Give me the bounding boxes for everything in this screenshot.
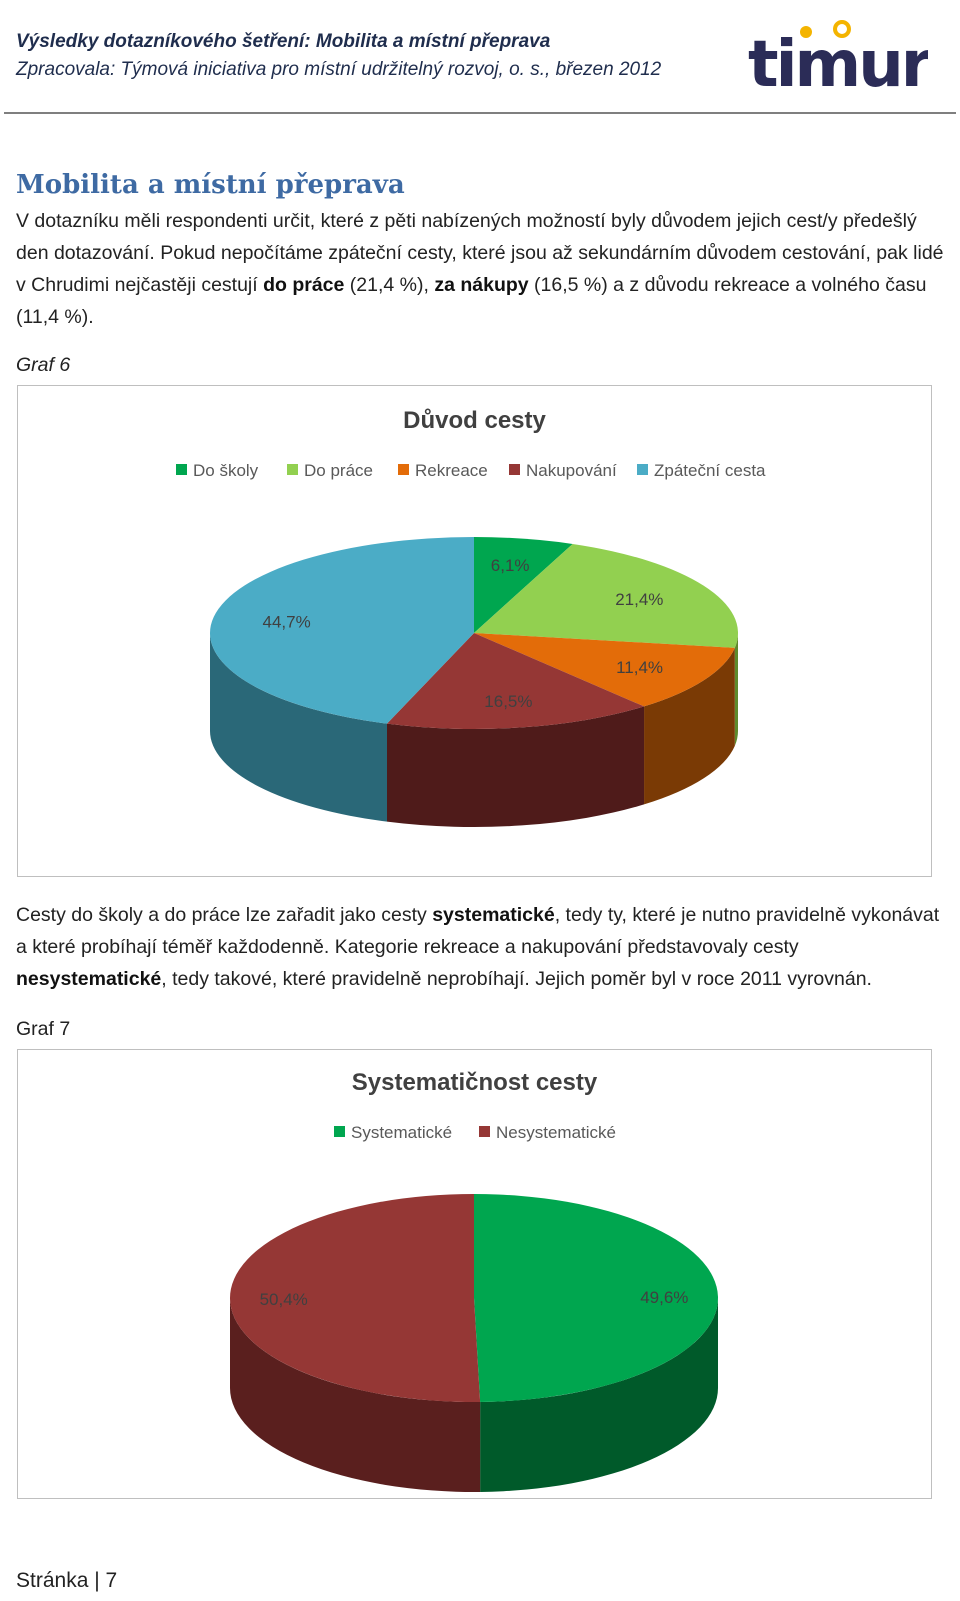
data-label-do-prace: 21,4% <box>615 590 663 609</box>
section-title: Mobilita a místní přeprava <box>16 170 405 200</box>
graf7-caption: Graf 7 <box>16 1018 71 1040</box>
legend-item-zpatecni-cesta: Zpáteční cesta <box>637 461 766 480</box>
legend-label: Systematické <box>351 1123 452 1142</box>
chart-title: Systematičnost cesty <box>352 1069 598 1096</box>
timur-logo: timur <box>748 20 928 96</box>
pie-slice-rekreace <box>474 633 735 707</box>
legend-label: Do práce <box>304 461 373 480</box>
page-header: Výsledky dotazníkového šetření: Mobilita… <box>0 0 960 114</box>
pie-side-systematicke <box>480 1298 718 1492</box>
legend-item-do-skoly: Do školy <box>176 461 259 480</box>
pie-slice-nesystematicke <box>230 1194 481 1402</box>
data-label-nesystematicke: 50,4% <box>260 1290 308 1309</box>
data-label-rekreace: 11,4% <box>616 658 663 677</box>
pie-side-do-prace <box>734 633 738 746</box>
page-number: Stránka | 7 <box>16 1569 118 1592</box>
data-label-systematicke: 49,6% <box>640 1288 688 1307</box>
legend-label: Rekreace <box>415 461 488 480</box>
pie-slice-zpatecni-cesta <box>210 537 475 724</box>
intro-paragraph: V dotazníku měli respondenti určit, kter… <box>16 210 944 328</box>
pie-side-rekreace <box>644 647 735 805</box>
pie-side-zpatecni-cesta <box>210 633 388 822</box>
pie-depth <box>230 1298 718 1492</box>
legend-label: Nesystematické <box>496 1123 616 1142</box>
legend-item-nesystematicke: Nesystematické <box>479 1123 616 1142</box>
chart-systematicnost-cesty: Systematičnost cesty Systematické Nesystem… <box>17 1049 932 1499</box>
data-label-zpatecni-cesta: 44,7% <box>262 612 310 631</box>
header-divider <box>4 112 956 114</box>
chart-duvod-cesty: Důvod cesty Do školy Do práce Rekreace Nakup… <box>17 385 932 877</box>
pie-side-nesystematicke <box>230 1298 481 1492</box>
pie-side-nakupovani <box>387 706 645 827</box>
pie-chart-svg: Systematičnost cesty Systematické Nesystem… <box>230 1069 719 1492</box>
legend-item-systematicke: Systematické <box>334 1123 452 1142</box>
legend-label: Zpáteční cesta <box>654 461 766 480</box>
legend-item-do-prace: Do práce <box>287 461 373 480</box>
legend-item-rekreace: Rekreace <box>398 461 488 480</box>
pie-depth <box>210 633 738 827</box>
legend-item-nakupovani: Nakupování <box>509 461 617 480</box>
chart-title: Důvod cesty <box>403 407 546 434</box>
logo-text: timur <box>748 28 928 96</box>
graf6-caption: Graf 6 <box>16 354 71 376</box>
data-label-do-skoly: 6,1% <box>491 556 530 575</box>
pie-slice-systematicke <box>474 1194 719 1402</box>
pie-slice-do-skoly <box>474 537 573 633</box>
header-subtitle: Zpracovala: Týmová iniciativa pro místní… <box>16 59 662 80</box>
pie-slice-nakupovani <box>387 633 645 729</box>
data-label-nakupovani: 16,5% <box>484 692 532 711</box>
systematic-paragraph: Cesty do školy a do práce lze zařadit ja… <box>16 904 940 990</box>
header-title: Výsledky dotazníkového šetření: Mobilita… <box>16 31 551 52</box>
pie-chart-svg: Důvod cesty Do školy Do práce Rekreace Nakup… <box>176 407 766 827</box>
legend-label: Do školy <box>193 461 259 480</box>
legend-label: Nakupování <box>526 461 617 480</box>
pie-slice-do-prace <box>474 543 738 648</box>
